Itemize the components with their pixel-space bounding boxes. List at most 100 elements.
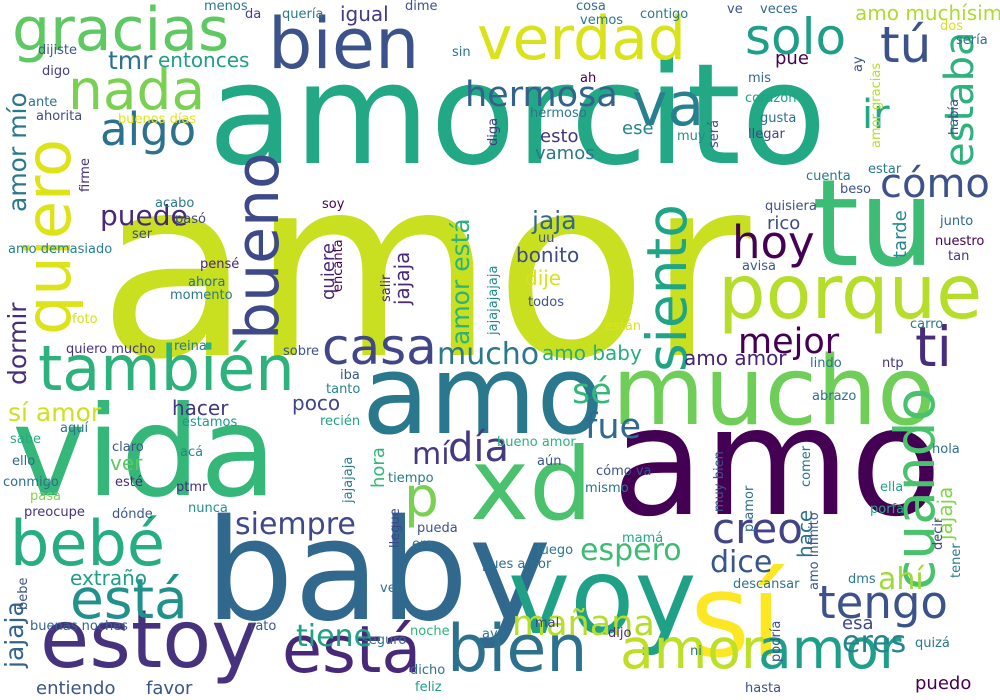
- word-si-amor: sí amor: [8, 398, 102, 427]
- word-fue: fue: [585, 407, 642, 447]
- word-llegar: llegar: [748, 127, 785, 142]
- word-quisiera: quisiera: [765, 199, 817, 214]
- word-bueno: bueno: [223, 152, 293, 340]
- word-bonito: bonito: [516, 243, 580, 267]
- word-muy-bien: muy bien: [712, 451, 727, 512]
- word-acabo: acabo: [155, 196, 195, 211]
- word-reina: reina: [174, 339, 207, 354]
- word-ve: ve: [727, 2, 743, 17]
- word-siempre: siempre: [235, 507, 356, 542]
- word-ah: ah: [580, 71, 597, 86]
- word-esa: esa: [842, 613, 874, 634]
- word-hermosa: hermosa: [465, 75, 618, 115]
- word-llegue: llegue: [388, 508, 403, 548]
- word-ahi: ahí: [878, 562, 924, 597]
- word-jajaja-mid: jajaja: [390, 251, 414, 305]
- word-uu: uu: [538, 231, 555, 246]
- word-esto: esto: [540, 126, 579, 147]
- word-gracias: gracias: [12, 0, 230, 65]
- word-seguro: seguro: [362, 633, 407, 648]
- word-amo-large: amo: [612, 376, 942, 550]
- word-tan: tan: [948, 249, 970, 264]
- word-aqui: aquí: [60, 421, 89, 436]
- word-amorcito: amorcito: [208, 34, 827, 197]
- word-amo-demasiado: amo demasiado: [8, 242, 113, 257]
- word-nuestro: nuestro: [935, 234, 985, 249]
- word-extrano: extraño: [70, 566, 148, 590]
- word-hola: hola: [932, 442, 960, 457]
- word-baby: baby: [205, 490, 552, 653]
- word-eres: eres: [842, 625, 907, 660]
- word-jaja: jaja: [532, 206, 577, 235]
- word-pueda: pueda: [417, 521, 458, 536]
- word-preocupe: preocupe: [24, 505, 85, 520]
- word-igual: igual: [340, 2, 389, 26]
- word-tiempo: tiempo: [388, 471, 434, 486]
- word-soy: soy: [322, 197, 345, 212]
- word-conmigo: conmigo: [3, 475, 59, 490]
- word-estamos: estamos: [182, 415, 238, 430]
- word-noche: noche: [410, 624, 450, 639]
- word-amor-mio: amor mío: [3, 92, 32, 212]
- word-dijiste: dijiste: [38, 43, 77, 58]
- word-amo-amor: amo amor: [684, 346, 787, 370]
- word-bien-bottom: bien: [447, 612, 588, 687]
- word-decir: decir: [931, 517, 946, 550]
- word-si: sí: [690, 550, 782, 684]
- word-buenas-noches: buenas noches: [30, 619, 128, 634]
- word-favor: favor: [146, 678, 193, 699]
- word-bueno-amor: bueno amor: [497, 435, 576, 450]
- word-entonces: entonces: [158, 48, 250, 72]
- word-mismo: mismo: [585, 481, 629, 496]
- word-dicho: dicho: [410, 663, 446, 678]
- word-sera: será: [707, 119, 722, 148]
- word-ti: ti: [915, 315, 952, 379]
- word-mucho-small: mucho: [437, 337, 540, 372]
- word-donde: dónde: [112, 507, 153, 522]
- word-hermoso: hermoso: [530, 106, 587, 121]
- word-mis: mis: [748, 71, 772, 86]
- word-esta-medium: está: [70, 567, 188, 631]
- word-ver: ver: [110, 451, 143, 475]
- word-ese: ese: [622, 118, 654, 139]
- word-menos: menos: [204, 0, 248, 14]
- word-ni: ni: [690, 644, 702, 659]
- word-pasa: pasa: [30, 489, 61, 504]
- word-diga: diga: [486, 117, 501, 146]
- word-dos: dos: [940, 19, 963, 34]
- word-ay: ay: [851, 56, 866, 72]
- word-sobre: sobre: [283, 344, 320, 359]
- word-tarde: tarde: [890, 210, 911, 258]
- word-foto: foto: [72, 312, 98, 327]
- word-digo: digo: [42, 64, 71, 79]
- word-manana: mañana: [512, 604, 655, 644]
- word-verdad: verdad: [477, 4, 686, 74]
- word-claro: claro: [112, 440, 144, 455]
- word-cuenta: cuenta: [806, 169, 851, 184]
- word-hora: hora: [368, 447, 389, 488]
- word-mal: mal: [535, 616, 560, 631]
- word-mama: mamá: [622, 531, 664, 546]
- word-recien: recién: [320, 414, 361, 429]
- word-pue: pue: [775, 48, 809, 69]
- word-avisa: avisa: [742, 259, 777, 274]
- word-hoy: hoy: [732, 216, 815, 269]
- word-tener: tener: [949, 543, 964, 578]
- word-buenos-dias: buenos días: [118, 112, 197, 127]
- word-hasta: hasta: [745, 681, 782, 696]
- word-beso: beso: [840, 182, 871, 197]
- word-carro: carro: [910, 317, 944, 332]
- word-todos: todos: [528, 295, 565, 310]
- word-tengo: tengo: [818, 576, 948, 629]
- word-solo: solo: [745, 8, 847, 66]
- word-xd: xd: [470, 426, 593, 543]
- word-amor: amor: [98, 123, 751, 414]
- word-como: cómo: [880, 161, 990, 207]
- word-firme: firme: [78, 158, 93, 192]
- word-voy: voy: [508, 536, 697, 658]
- word-mucho: mucho: [612, 337, 936, 447]
- word-otro: otro: [437, 118, 452, 145]
- word-p: p: [404, 465, 439, 529]
- word-aca: acá: [180, 445, 204, 460]
- word-veo: veo: [380, 581, 404, 596]
